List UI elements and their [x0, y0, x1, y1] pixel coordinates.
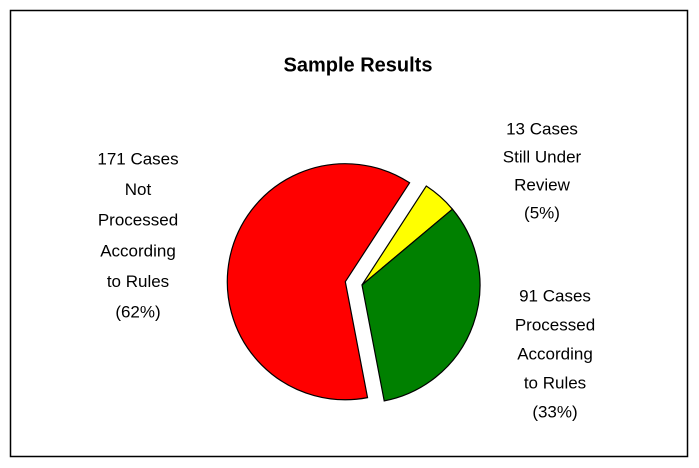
slice-label: Processed [98, 211, 178, 230]
slice-label: 13 Cases [506, 119, 578, 138]
slice-label: (33%) [532, 402, 577, 421]
pie-slice [226, 163, 411, 401]
slice-label: According [517, 344, 593, 363]
slice-label: Processed [515, 315, 595, 334]
slice-label: According [100, 241, 176, 260]
chart-title: Sample Results [284, 54, 433, 76]
slice-label: Still Under [503, 147, 582, 166]
slice-label: Not [125, 180, 152, 199]
slice-label: (5%) [524, 203, 560, 222]
pie-slice [361, 208, 481, 402]
slice-label: (62%) [115, 302, 160, 321]
slice-label: 91 Cases [519, 286, 591, 305]
slice-label: to Rules [107, 272, 169, 291]
slice-label: 171 Cases [97, 149, 178, 168]
slice-label: to Rules [524, 373, 586, 392]
slice-label: Review [514, 175, 570, 194]
